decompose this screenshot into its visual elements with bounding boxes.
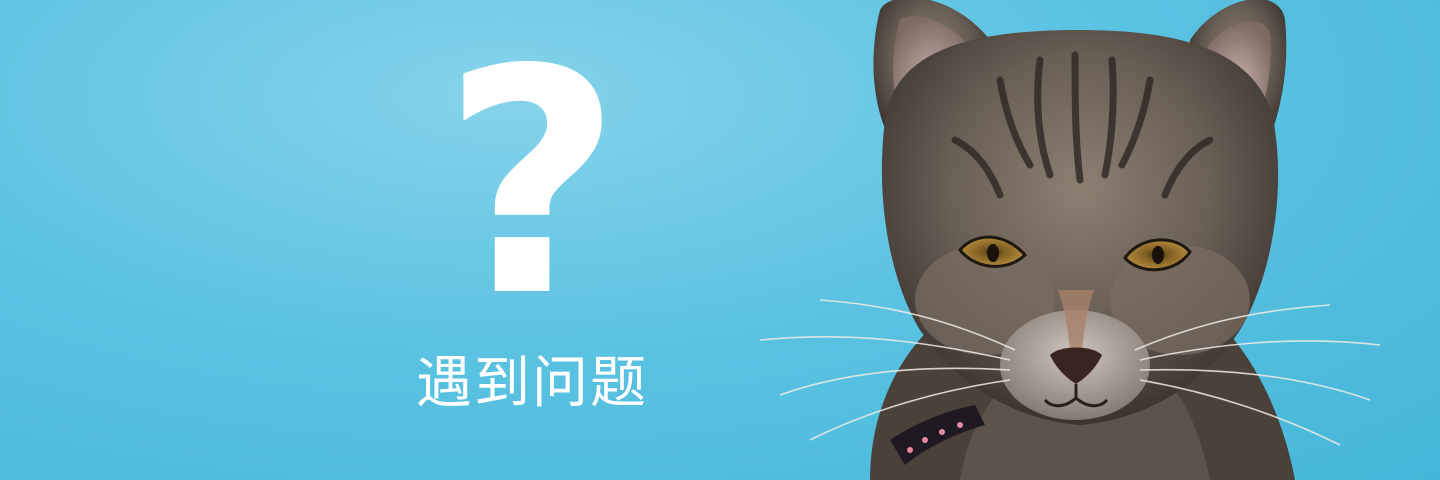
tabby-kitten-icon	[759, 0, 1381, 480]
banner-caption: 遇到问题	[416, 351, 648, 416]
question-mark-icon: ?	[442, 4, 622, 365]
